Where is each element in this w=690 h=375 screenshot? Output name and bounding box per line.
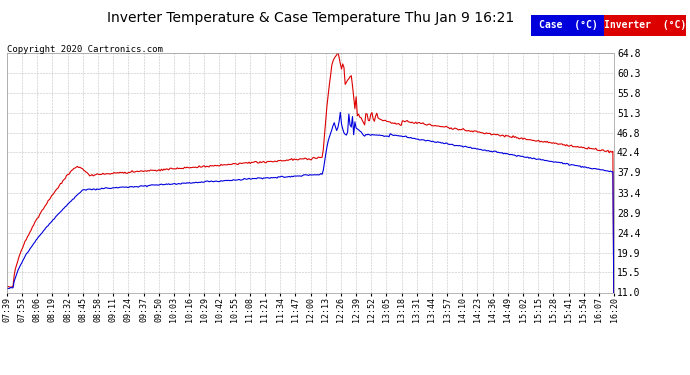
Text: Inverter  (°C): Inverter (°C) xyxy=(604,20,687,30)
Text: Copyright 2020 Cartronics.com: Copyright 2020 Cartronics.com xyxy=(7,45,163,54)
Text: Inverter Temperature & Case Temperature Thu Jan 9 16:21: Inverter Temperature & Case Temperature … xyxy=(107,11,514,25)
Text: Case  (°C): Case (°C) xyxy=(539,20,598,30)
